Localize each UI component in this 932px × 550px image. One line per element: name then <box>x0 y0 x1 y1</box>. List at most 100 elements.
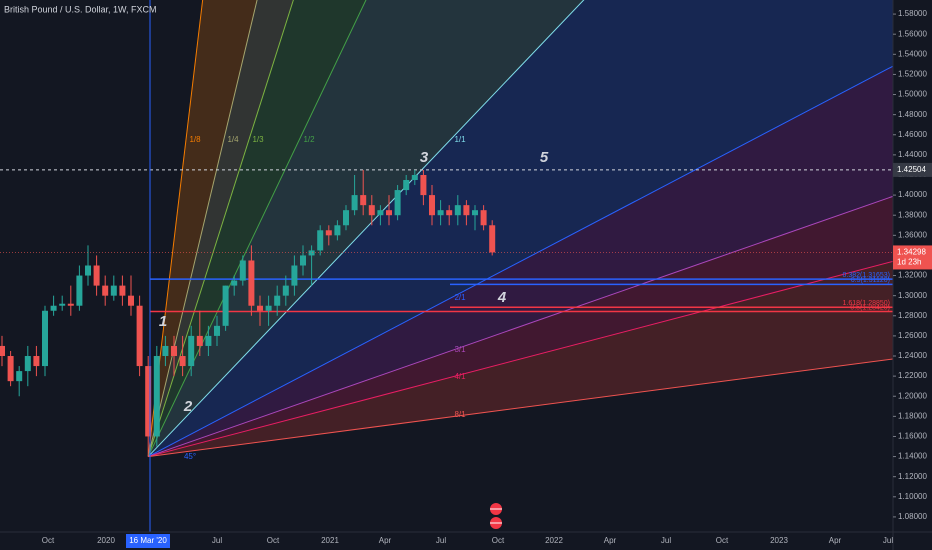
candle-body <box>248 260 255 306</box>
candle-body <box>188 335 195 367</box>
fan-line <box>148 195 893 458</box>
y-tick-label: 1.44000 <box>898 150 927 159</box>
x-tick-label: Jul <box>212 536 222 545</box>
x-tick-label: Apr <box>829 536 842 545</box>
candle-body <box>214 325 220 336</box>
candle-body <box>334 225 341 236</box>
last-price-box <box>893 245 932 270</box>
candle-body <box>454 205 461 216</box>
candle-body <box>85 265 91 276</box>
level-label: 0.382(1.31653) <box>843 272 890 279</box>
candle-body <box>480 210 487 226</box>
candle-body <box>179 356 186 367</box>
candle-body <box>196 335 203 346</box>
candle-body <box>153 356 160 437</box>
fan-label: 1/1 <box>454 135 466 144</box>
fan-zone <box>148 0 893 457</box>
axes: 1.08000 1.10000 1.12000 1.14000 1.16000 1.180… <box>42 9 927 548</box>
candle-body <box>420 174 427 196</box>
y-tick-label: 1.08000 <box>898 512 927 521</box>
y-tick-label: 1.46000 <box>898 130 927 139</box>
candle-body <box>386 210 392 216</box>
candle-body <box>317 230 324 251</box>
candle-body <box>489 225 496 253</box>
candle-body <box>472 210 478 216</box>
fan-label: 1/8 <box>189 135 201 144</box>
y-tick-label: 1.40000 <box>898 190 927 199</box>
candle-body <box>42 310 48 367</box>
y-tick-label: 1.30000 <box>898 291 927 300</box>
candle-body <box>171 345 177 357</box>
y-tick-label: 1.20000 <box>898 391 927 400</box>
y-tick-label: 1.10000 <box>898 492 927 501</box>
candle-body <box>300 255 306 266</box>
high-price-label: 1.42504 <box>897 165 926 174</box>
level-label: 0.5(1.31120) <box>851 277 890 284</box>
candle-body <box>16 371 23 382</box>
y-tick-label: 1.18000 <box>898 411 927 420</box>
candle-body <box>145 366 152 437</box>
candle-body <box>119 285 126 296</box>
wave-label: 3 <box>420 149 429 166</box>
fan-label: 1/3 <box>252 135 264 144</box>
candle-body <box>463 205 470 216</box>
last-price-label: 1.34298 <box>897 248 926 257</box>
y-tick-label: 1.36000 <box>898 230 927 239</box>
high-price-box <box>893 162 932 177</box>
candle-body <box>282 285 289 296</box>
y-tick-label: 1.38000 <box>898 210 927 219</box>
y-tick-label: 1.56000 <box>898 29 927 38</box>
candle-body <box>102 285 109 296</box>
y-tick-label: 1.54000 <box>898 49 927 58</box>
candle-body <box>231 280 238 286</box>
candle-body <box>24 356 31 372</box>
candle-body <box>50 305 57 311</box>
x-tick-label: Apr <box>604 536 617 545</box>
x-tick-label: Oct <box>716 536 729 545</box>
candle-body <box>136 305 143 367</box>
x-tick-label: Apr <box>379 536 392 545</box>
candle-body <box>110 285 117 296</box>
wave-label: 5 <box>540 149 549 166</box>
candle-body <box>274 295 281 306</box>
event-icons[interactable] <box>490 503 502 529</box>
plot-area <box>0 169 893 457</box>
x-tick-label: Oct <box>42 536 55 545</box>
candle-body <box>437 210 444 216</box>
fan-line <box>148 260 893 458</box>
candle-body <box>59 303 66 306</box>
y-tick-label: 1.16000 <box>898 432 927 441</box>
candle-body <box>162 345 169 357</box>
candle-body <box>222 285 229 326</box>
wave-label: 4 <box>497 289 507 306</box>
x-tick-label: 2021 <box>321 536 339 545</box>
x-tick-label: Jul <box>883 536 893 545</box>
candle-body <box>239 260 246 281</box>
fan-label: 4/1 <box>454 372 466 381</box>
candle-body <box>257 305 263 311</box>
fan-label: 2/1 <box>454 293 466 302</box>
y-tick-label: 1.12000 <box>898 472 927 481</box>
fan-line <box>147 65 893 458</box>
y-tick-label: 1.14000 <box>898 452 927 461</box>
fan-line <box>147 0 585 457</box>
y-tick-label: 1.32000 <box>898 271 927 280</box>
y-tick-label: 1.58000 <box>898 9 927 18</box>
x-tick-label: Oct <box>267 536 280 545</box>
level-label: 0.5(1.28420) <box>850 304 890 311</box>
x-tick-label: Oct <box>492 536 505 545</box>
candle-body <box>265 305 272 311</box>
candle-body <box>343 210 349 226</box>
y-tick-label: 1.52000 <box>898 70 927 79</box>
y-tick-label: 1.26000 <box>898 331 927 340</box>
candle-body <box>394 190 401 216</box>
candle-body <box>429 195 435 216</box>
x-tick-label: Jul <box>436 536 446 545</box>
candle-body <box>0 345 5 357</box>
x-label-highlight <box>126 534 170 548</box>
candle-body <box>377 210 384 216</box>
x-tick-label: 2020 <box>97 536 115 545</box>
candle-body <box>205 335 212 346</box>
